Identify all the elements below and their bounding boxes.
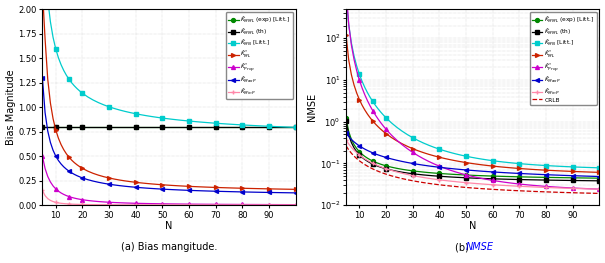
CRLB [409,179,416,182]
CRLB [596,192,603,195]
CRLB [345,148,352,151]
Legend: $\hat{K}_{MML}$ (exp) [Litt.], $\hat{K}_{MML}$ (th), $\hat{K}_{MN}$ [Litt.], $\h: $\hat{K}_{MML}$ (exp) [Litt.], $\hat{K}_… [529,12,597,105]
Legend: $\hat{K}_{MML}$ (exp) [Litt.], $\hat{K}_{MML}$ (th), $\hat{K}_{MN}$ [Litt.], $\h: $\hat{K}_{MML}$ (exp) [Litt.], $\hat{K}_… [226,12,293,99]
Line: CRLB: CRLB [346,146,600,193]
X-axis label: N: N [469,221,476,231]
Text: NMSE: NMSE [465,242,494,252]
X-axis label: N: N [165,221,173,231]
CRLB [494,188,502,191]
Text: (a) Bias mangitude.: (a) Bias mangitude. [121,242,217,252]
CRLB [484,188,491,191]
CRLB [342,144,350,147]
Text: (b): (b) [454,242,471,252]
Y-axis label: Bias Magnitude: Bias Magnitude [5,69,16,145]
Y-axis label: NMSE: NMSE [307,93,317,121]
CRLB [526,190,534,193]
Text: .: . [482,242,485,252]
CRLB [468,186,475,189]
